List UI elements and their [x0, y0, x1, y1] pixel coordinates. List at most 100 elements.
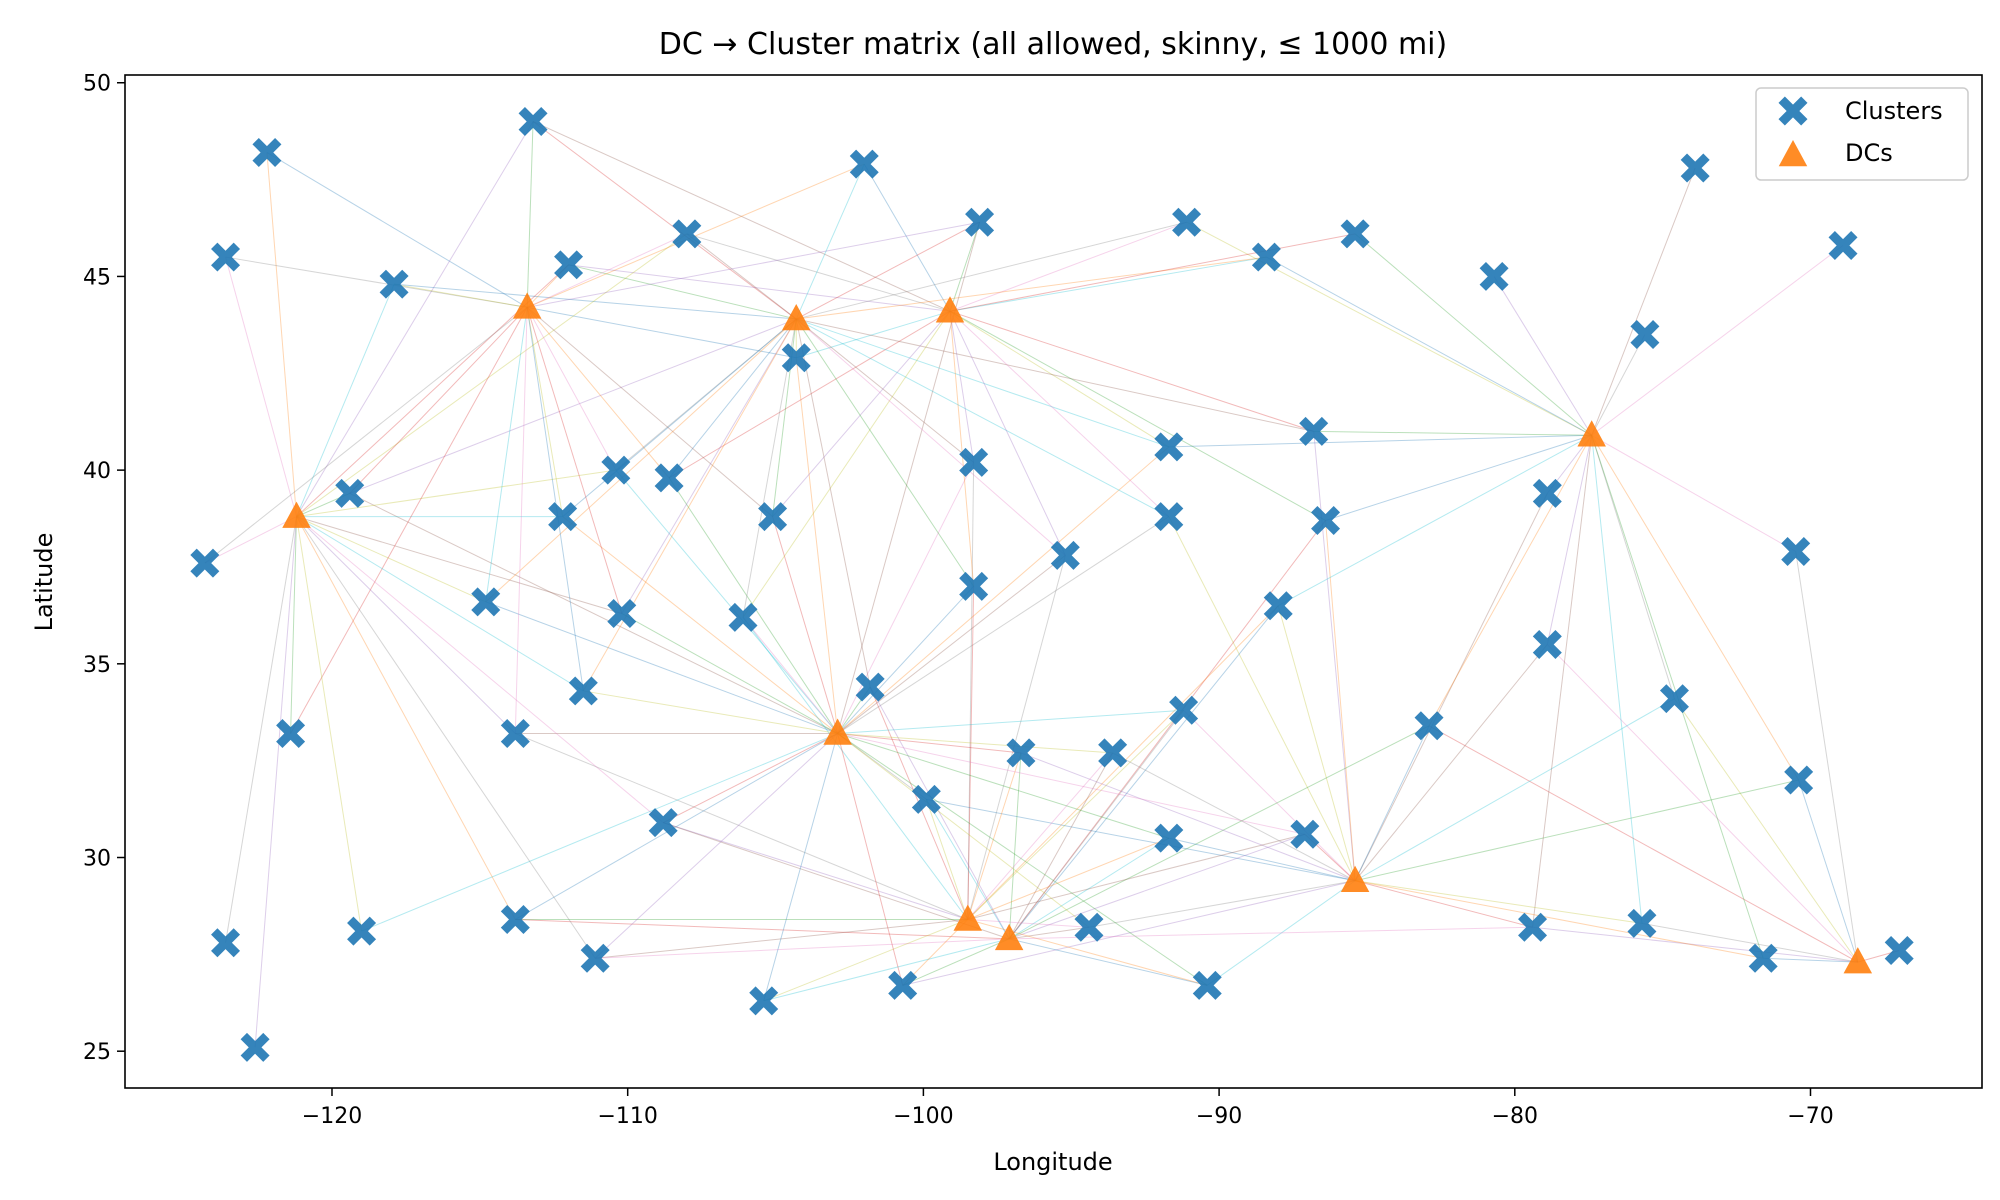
dc-cluster-link [1591, 435, 1643, 924]
cluster-marker [1518, 912, 1548, 942]
dc-cluster-link [526, 121, 534, 308]
dc-cluster-link [515, 733, 968, 920]
dc-cluster-link [296, 516, 486, 603]
dc-cluster-link [562, 516, 838, 734]
dc-cluster-link [514, 307, 528, 734]
x-axis-label: Longitude [993, 1148, 1112, 1176]
dc-cluster-link [1206, 880, 1356, 986]
dc-cluster-link [837, 733, 927, 800]
dc-cluster-link [1532, 435, 1593, 928]
y-tick-label: 30 [83, 847, 111, 872]
x-tick-label: −70 [1787, 1104, 1833, 1129]
dc-cluster-link [837, 733, 1169, 839]
x-tick-label: −120 [302, 1104, 362, 1129]
dc-cluster-link [837, 733, 1022, 754]
dc-cluster-link [967, 837, 1170, 920]
dc-cluster-link [1009, 938, 1208, 986]
dc-cluster-link [1183, 709, 1356, 882]
dc-cluster-link [1354, 880, 1533, 928]
x-tick-label: −110 [597, 1104, 657, 1129]
dc-cluster-link [1493, 276, 1593, 436]
dc-cluster-link [595, 938, 1010, 959]
dc-cluster-link [349, 492, 838, 734]
cluster-marker [1154, 432, 1184, 462]
cluster-marker [1251, 242, 1281, 272]
dc-cluster-link [485, 318, 797, 603]
dc-cluster-link [949, 256, 1267, 312]
dc-cluster-link [925, 799, 1010, 940]
dc-cluster-link [296, 283, 395, 517]
dc-cluster-link [1591, 434, 1796, 552]
dc-markers [282, 292, 1873, 974]
chart-title: DC → Cluster matrix (all allowed, skinny… [659, 27, 1447, 62]
dc-cluster-link [967, 586, 975, 920]
dc-cluster-link [795, 318, 974, 463]
dc-cluster-link [1277, 605, 1356, 881]
cluster-marker [888, 970, 918, 1000]
y-tick-label: 50 [83, 72, 111, 97]
dc-cluster-link [527, 306, 797, 359]
dc-cluster-link [1325, 434, 1592, 521]
dc-cluster-link [949, 310, 1314, 432]
cluster-marker [965, 207, 995, 237]
cluster-marker [554, 250, 584, 280]
dc-cluster-link [1313, 430, 1592, 436]
dc-cluster-link [1591, 245, 1844, 436]
dc-cluster-link [296, 233, 688, 518]
dc-cluster-link [796, 221, 1187, 320]
dc-cluster-link [1355, 880, 1643, 924]
dc-cluster-link [663, 822, 968, 920]
dc-cluster-link [1355, 779, 1799, 882]
legend-dcs-label: DCs [1845, 139, 1893, 167]
cluster-marker [335, 478, 365, 508]
dc-marker [781, 304, 811, 331]
dc-cluster-link [1009, 926, 1090, 940]
cluster-marker [1659, 684, 1689, 714]
dc-cluster-link [949, 311, 975, 587]
dc-cluster-link [562, 318, 797, 517]
dc-cluster-link [296, 516, 363, 932]
dc-cluster-link [772, 516, 839, 734]
dc-cluster-link [1355, 880, 1764, 959]
dc-cluster-link [296, 516, 596, 959]
dc-cluster-link [796, 256, 1267, 320]
cluster-marker [1311, 505, 1341, 535]
dc-cluster-link [394, 283, 797, 320]
dc-cluster-link [796, 318, 1170, 518]
axes-frame [124, 74, 1983, 1089]
cluster-marker [211, 928, 241, 958]
dc-cluster-link [526, 307, 617, 471]
cluster-marker [728, 602, 758, 632]
dc-cluster-link [1546, 644, 1859, 963]
dc-cluster-link [1112, 752, 1356, 882]
dc-cluster-link [949, 311, 975, 463]
legend-clusters-marker [1778, 96, 1808, 126]
cluster-marker [190, 548, 220, 578]
cluster-marker [1532, 629, 1562, 659]
cluster-marker [1050, 540, 1080, 570]
dc-cluster-link [763, 919, 968, 1002]
cluster-marker [1828, 230, 1858, 260]
dc-cluster-link [668, 310, 951, 479]
cluster-marker [211, 242, 241, 272]
dc-cluster-link [1277, 434, 1592, 607]
dc-cluster-link [594, 733, 838, 959]
dc-cluster-link [837, 733, 904, 986]
dc-cluster-link [526, 307, 584, 692]
dc-cluster-link [796, 318, 1314, 432]
dc-cluster-link [615, 318, 797, 471]
dc-cluster-link [582, 318, 797, 692]
dc-cluster-link [225, 256, 528, 308]
dc-cluster-link [1186, 221, 1592, 436]
dc-cluster-link [795, 318, 1066, 556]
dc-cluster-link [1008, 605, 1279, 940]
cluster-marker [1340, 219, 1370, 249]
legend: Clusters DCs [1755, 87, 1969, 181]
cluster-marker [959, 447, 989, 477]
dc-cluster-link [1641, 922, 1858, 963]
cluster-marker [781, 343, 811, 373]
cluster-marker [1781, 536, 1811, 566]
dc-marker [953, 904, 982, 931]
dc-cluster-link [863, 163, 951, 312]
